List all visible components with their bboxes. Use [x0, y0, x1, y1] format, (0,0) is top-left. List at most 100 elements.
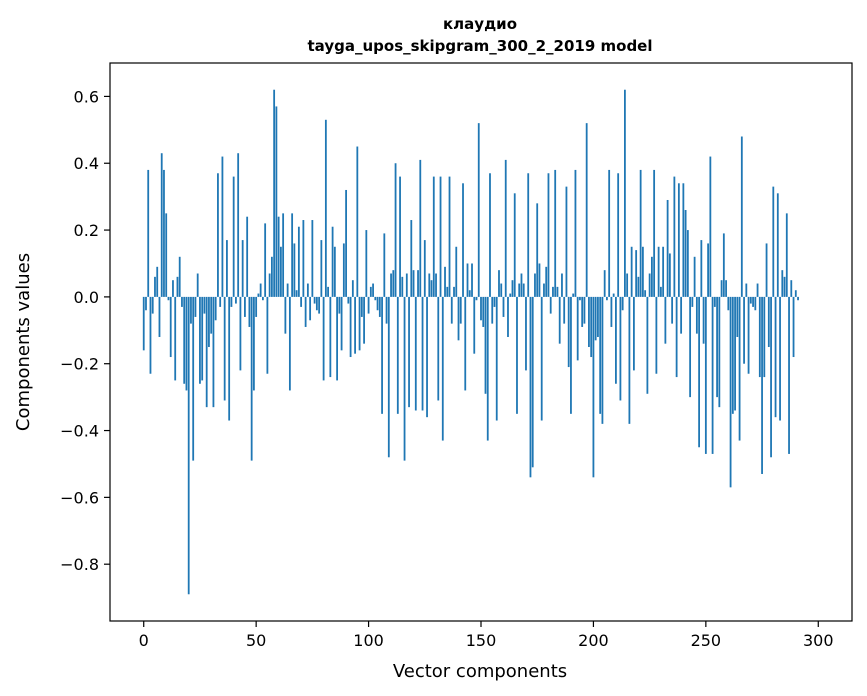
bar-component-144 [466, 263, 469, 297]
bars-group [142, 89, 799, 595]
bar-component-145 [468, 290, 471, 297]
bar-component-201 [594, 296, 597, 341]
bar-component-278 [767, 296, 770, 348]
bar-component-56 [268, 273, 271, 297]
bar-component-73 [306, 283, 309, 297]
bar-component-177 [540, 296, 543, 421]
bar-component-173 [531, 296, 534, 468]
bar-component-129 [432, 176, 435, 297]
bar-component-277 [765, 243, 768, 297]
x-axis-ticks: 0 50 100 150 200 250 300 [139, 621, 834, 650]
bar-component-1 [145, 296, 147, 311]
bar-component-114 [399, 176, 401, 297]
bar-component-89 [342, 243, 345, 297]
bar-component-62 [282, 213, 285, 297]
bar-component-31 [212, 296, 215, 408]
bar-component-14 [174, 296, 177, 381]
bar-component-235 [671, 296, 674, 324]
bar-component-233 [666, 199, 669, 297]
bar-component-79 [320, 240, 323, 297]
bar-component-164 [511, 280, 514, 297]
bar-component-80 [322, 296, 325, 381]
bar-component-30 [210, 296, 213, 334]
bar-component-159 [500, 283, 503, 297]
bar-component-63 [284, 296, 287, 334]
bar-component-147 [473, 296, 476, 354]
bar-component-190 [570, 296, 572, 414]
bar-component-274 [758, 296, 761, 378]
bar-component-9 [163, 169, 165, 297]
bar-component-250 [704, 296, 707, 454]
bar-component-197 [585, 123, 588, 297]
bar-component-271 [752, 296, 754, 307]
bar-component-260 [727, 296, 730, 311]
bar-component-60 [277, 216, 280, 297]
bar-component-149 [477, 123, 480, 297]
bar-component-187 [563, 296, 566, 324]
chart-title: клаудио [443, 15, 517, 33]
bar-component-6 [156, 266, 159, 297]
bar-component-137 [450, 296, 453, 324]
bar-component-180 [547, 173, 550, 297]
bar-component-217 [630, 246, 633, 297]
bar-component-42 [237, 153, 240, 297]
bar-component-221 [639, 169, 642, 297]
bar-component-108 [385, 296, 388, 324]
bar-component-141 [459, 296, 462, 324]
bar-component-72 [304, 296, 307, 327]
bar-component-146 [471, 263, 473, 297]
bar-component-219 [635, 250, 638, 297]
bar-component-75 [311, 220, 314, 297]
bar-component-241 [684, 210, 687, 297]
y-tick-label: −0.2 [60, 355, 99, 374]
bar-component-291 [797, 296, 799, 301]
bar-component-13 [172, 280, 174, 297]
bar-component-29 [208, 296, 210, 348]
bar-component-290 [794, 290, 797, 297]
bar-component-38 [228, 296, 231, 421]
bar-component-88 [340, 296, 343, 351]
bar-component-156 [493, 296, 496, 307]
bar-component-90 [345, 189, 347, 297]
bar-component-232 [664, 296, 667, 344]
bar-component-136 [448, 176, 451, 297]
bar-component-21 [190, 296, 192, 324]
bar-component-155 [491, 296, 494, 324]
bar-component-7 [158, 296, 161, 337]
bar-component-246 [695, 296, 698, 334]
bar-component-238 [677, 183, 680, 297]
bar-component-169 [522, 283, 525, 297]
bar-component-27 [203, 296, 206, 314]
bar-component-36 [223, 296, 226, 401]
bar-component-245 [693, 256, 696, 297]
y-tick-label: −0.6 [60, 488, 99, 507]
bar-component-41 [235, 296, 237, 304]
bar-component-193 [576, 296, 579, 361]
bar-component-122 [417, 270, 419, 297]
bar-component-218 [633, 296, 635, 371]
bar-component-40 [232, 176, 235, 297]
bar-component-68 [295, 290, 298, 297]
bar-component-204 [601, 296, 604, 424]
bar-component-254 [713, 296, 716, 307]
bar-component-65 [288, 296, 291, 391]
bar-component-8 [160, 153, 163, 297]
bar-component-59 [275, 106, 278, 297]
bar-component-133 [441, 296, 444, 441]
bar-component-227 [653, 169, 656, 297]
bar-component-175 [536, 203, 539, 297]
bar-component-202 [597, 296, 599, 337]
bar-component-83 [329, 296, 332, 378]
bar-component-210 [615, 296, 617, 384]
bar-component-117 [405, 273, 408, 297]
bar-component-182 [552, 286, 554, 297]
bar-component-95 [356, 146, 359, 297]
bar-component-69 [297, 226, 300, 297]
bar-component-110 [390, 273, 392, 297]
bar-component-112 [394, 163, 397, 297]
bar-component-85 [333, 246, 336, 297]
bar-component-160 [502, 296, 505, 317]
bar-component-199 [590, 296, 593, 358]
bar-component-198 [588, 296, 590, 348]
bar-component-82 [327, 286, 329, 297]
